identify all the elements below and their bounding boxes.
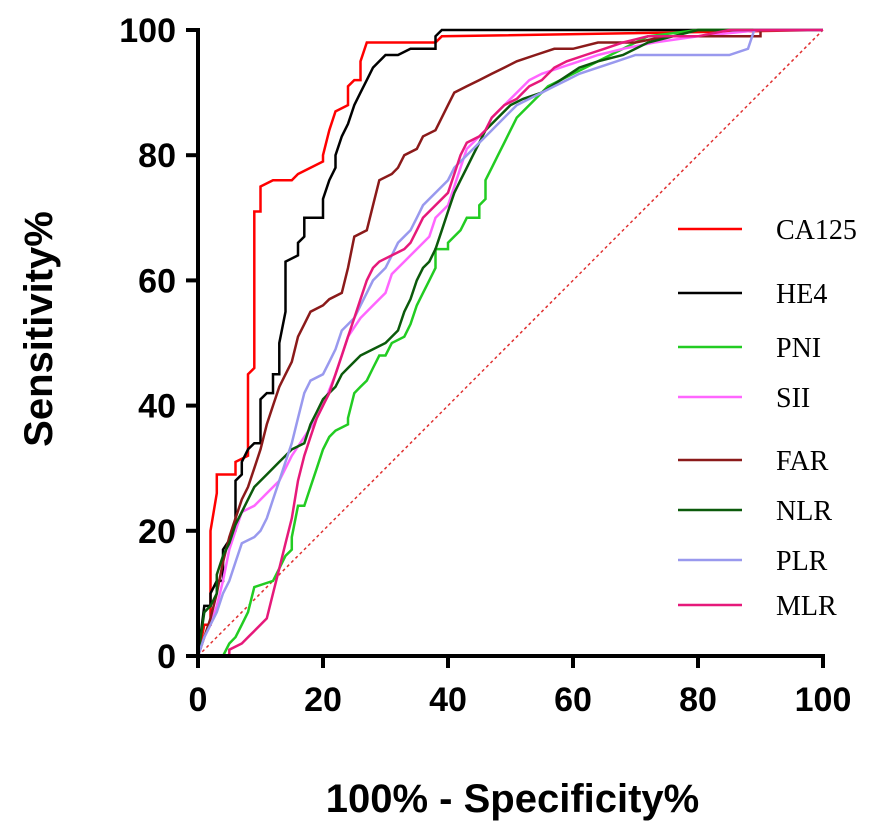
series-line-far xyxy=(196,28,823,657)
x-tick-label: 100 xyxy=(795,681,852,719)
series-line-pni xyxy=(198,28,823,658)
x-tick-label: 0 xyxy=(189,681,208,719)
plot-area xyxy=(196,28,824,658)
x-axis-ticks: 0 20 40 60 80 100 xyxy=(189,656,852,719)
y-tick-label: 40 xyxy=(138,388,176,426)
y-tick-label: 0 xyxy=(157,638,176,676)
reference-diagonal xyxy=(197,29,824,657)
y-tick-label: 60 xyxy=(138,262,176,300)
y-tick-label: 80 xyxy=(138,137,176,175)
legend-label-far: FAR xyxy=(776,446,829,477)
series-line-ca125 xyxy=(196,28,824,657)
series-lines xyxy=(196,28,824,658)
x-tick-label: 60 xyxy=(554,681,592,719)
y-tick-label: 100 xyxy=(119,12,176,50)
x-axis-title: 100% - Specificity% xyxy=(326,777,700,821)
series-line-nlr xyxy=(196,28,823,657)
legend-label-sii: SII xyxy=(776,383,810,414)
y-tick-label: 20 xyxy=(138,513,176,551)
legend-label-plr: PLR xyxy=(776,546,828,577)
legend-label-he4: HE4 xyxy=(776,279,827,310)
x-tick-label: 20 xyxy=(304,681,342,719)
series-line-mlr xyxy=(198,28,823,658)
legend-label-ca125: CA125 xyxy=(776,215,857,246)
series-line-sii xyxy=(196,28,823,657)
x-tick-label: 80 xyxy=(679,681,717,719)
legend-label-pni: PNI xyxy=(776,333,821,364)
legend: CA125 HE4 PNI SII FAR NLR PLR MLR xyxy=(678,215,857,622)
axes: 0 20 40 60 80 100 0 20 40 60 80 100 xyxy=(119,12,851,719)
legend-label-nlr: NLR xyxy=(776,496,832,527)
legend-label-mlr: MLR xyxy=(776,591,837,622)
series-line-he4 xyxy=(196,28,823,657)
y-axis-ticks: 0 20 40 60 80 100 xyxy=(119,12,198,676)
y-axis-title: Sensitivity% xyxy=(17,211,61,447)
x-tick-label: 40 xyxy=(429,681,467,719)
series-line-plr xyxy=(196,28,823,657)
